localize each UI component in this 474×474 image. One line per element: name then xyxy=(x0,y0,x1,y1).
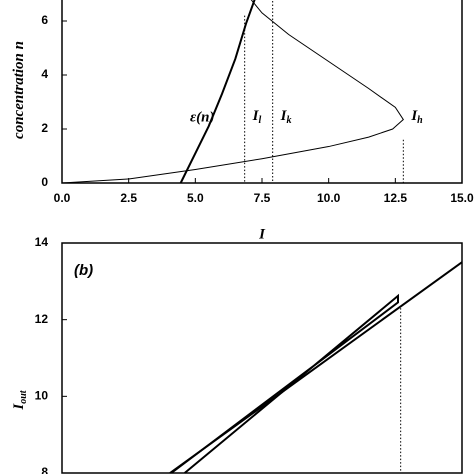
text-part: I xyxy=(11,403,27,411)
y-tick-label: 12 xyxy=(35,312,49,326)
x-tick-label: 0.0 xyxy=(54,191,71,205)
text-part: k xyxy=(287,115,292,126)
text-part: l xyxy=(259,115,262,126)
marker-label: Il xyxy=(252,108,262,126)
x-tick-label: 2.5 xyxy=(120,191,137,205)
x-tick-label: 5.0 xyxy=(187,191,204,205)
text-part: I xyxy=(252,108,260,124)
y-tick-label: 8 xyxy=(41,465,48,474)
x-axis-label: I xyxy=(258,226,266,242)
y-tick-label: 0 xyxy=(41,175,48,189)
y-tick-label: 10 xyxy=(35,389,49,403)
y-axis-label: concentration n xyxy=(11,41,27,139)
text-part: I xyxy=(410,108,418,124)
y-tick-label: 6 xyxy=(41,13,48,27)
text-part: I xyxy=(280,108,288,124)
text-part: concentration n xyxy=(11,41,27,139)
marker-label: Ih xyxy=(410,108,423,126)
y-tick-label: 4 xyxy=(41,67,48,81)
panel-label: (b) xyxy=(74,262,93,279)
curve xyxy=(170,293,399,474)
y-tick-label: 2 xyxy=(41,121,48,135)
y-axis-label: Iout xyxy=(11,389,29,410)
x-tick-label: 7.5 xyxy=(254,191,271,205)
curve xyxy=(61,0,404,184)
curve xyxy=(179,0,256,184)
x-tick-label: 10.0 xyxy=(317,191,341,205)
curve-label: ε(n) xyxy=(190,109,215,125)
x-tick-label: 12.5 xyxy=(384,191,408,205)
plot-frame xyxy=(61,0,463,184)
text-part: h xyxy=(417,115,423,126)
text-part: out xyxy=(18,389,29,404)
plot-frame xyxy=(61,242,463,474)
y-tick-label: 14 xyxy=(35,235,49,249)
marker-label: Ik xyxy=(280,108,292,126)
x-tick-label: 15.0 xyxy=(450,191,474,205)
